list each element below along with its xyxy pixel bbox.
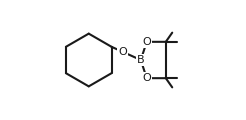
Text: O: O [142, 37, 151, 47]
Text: O: O [118, 47, 127, 57]
Text: O: O [142, 73, 151, 83]
Text: B: B [137, 55, 145, 65]
